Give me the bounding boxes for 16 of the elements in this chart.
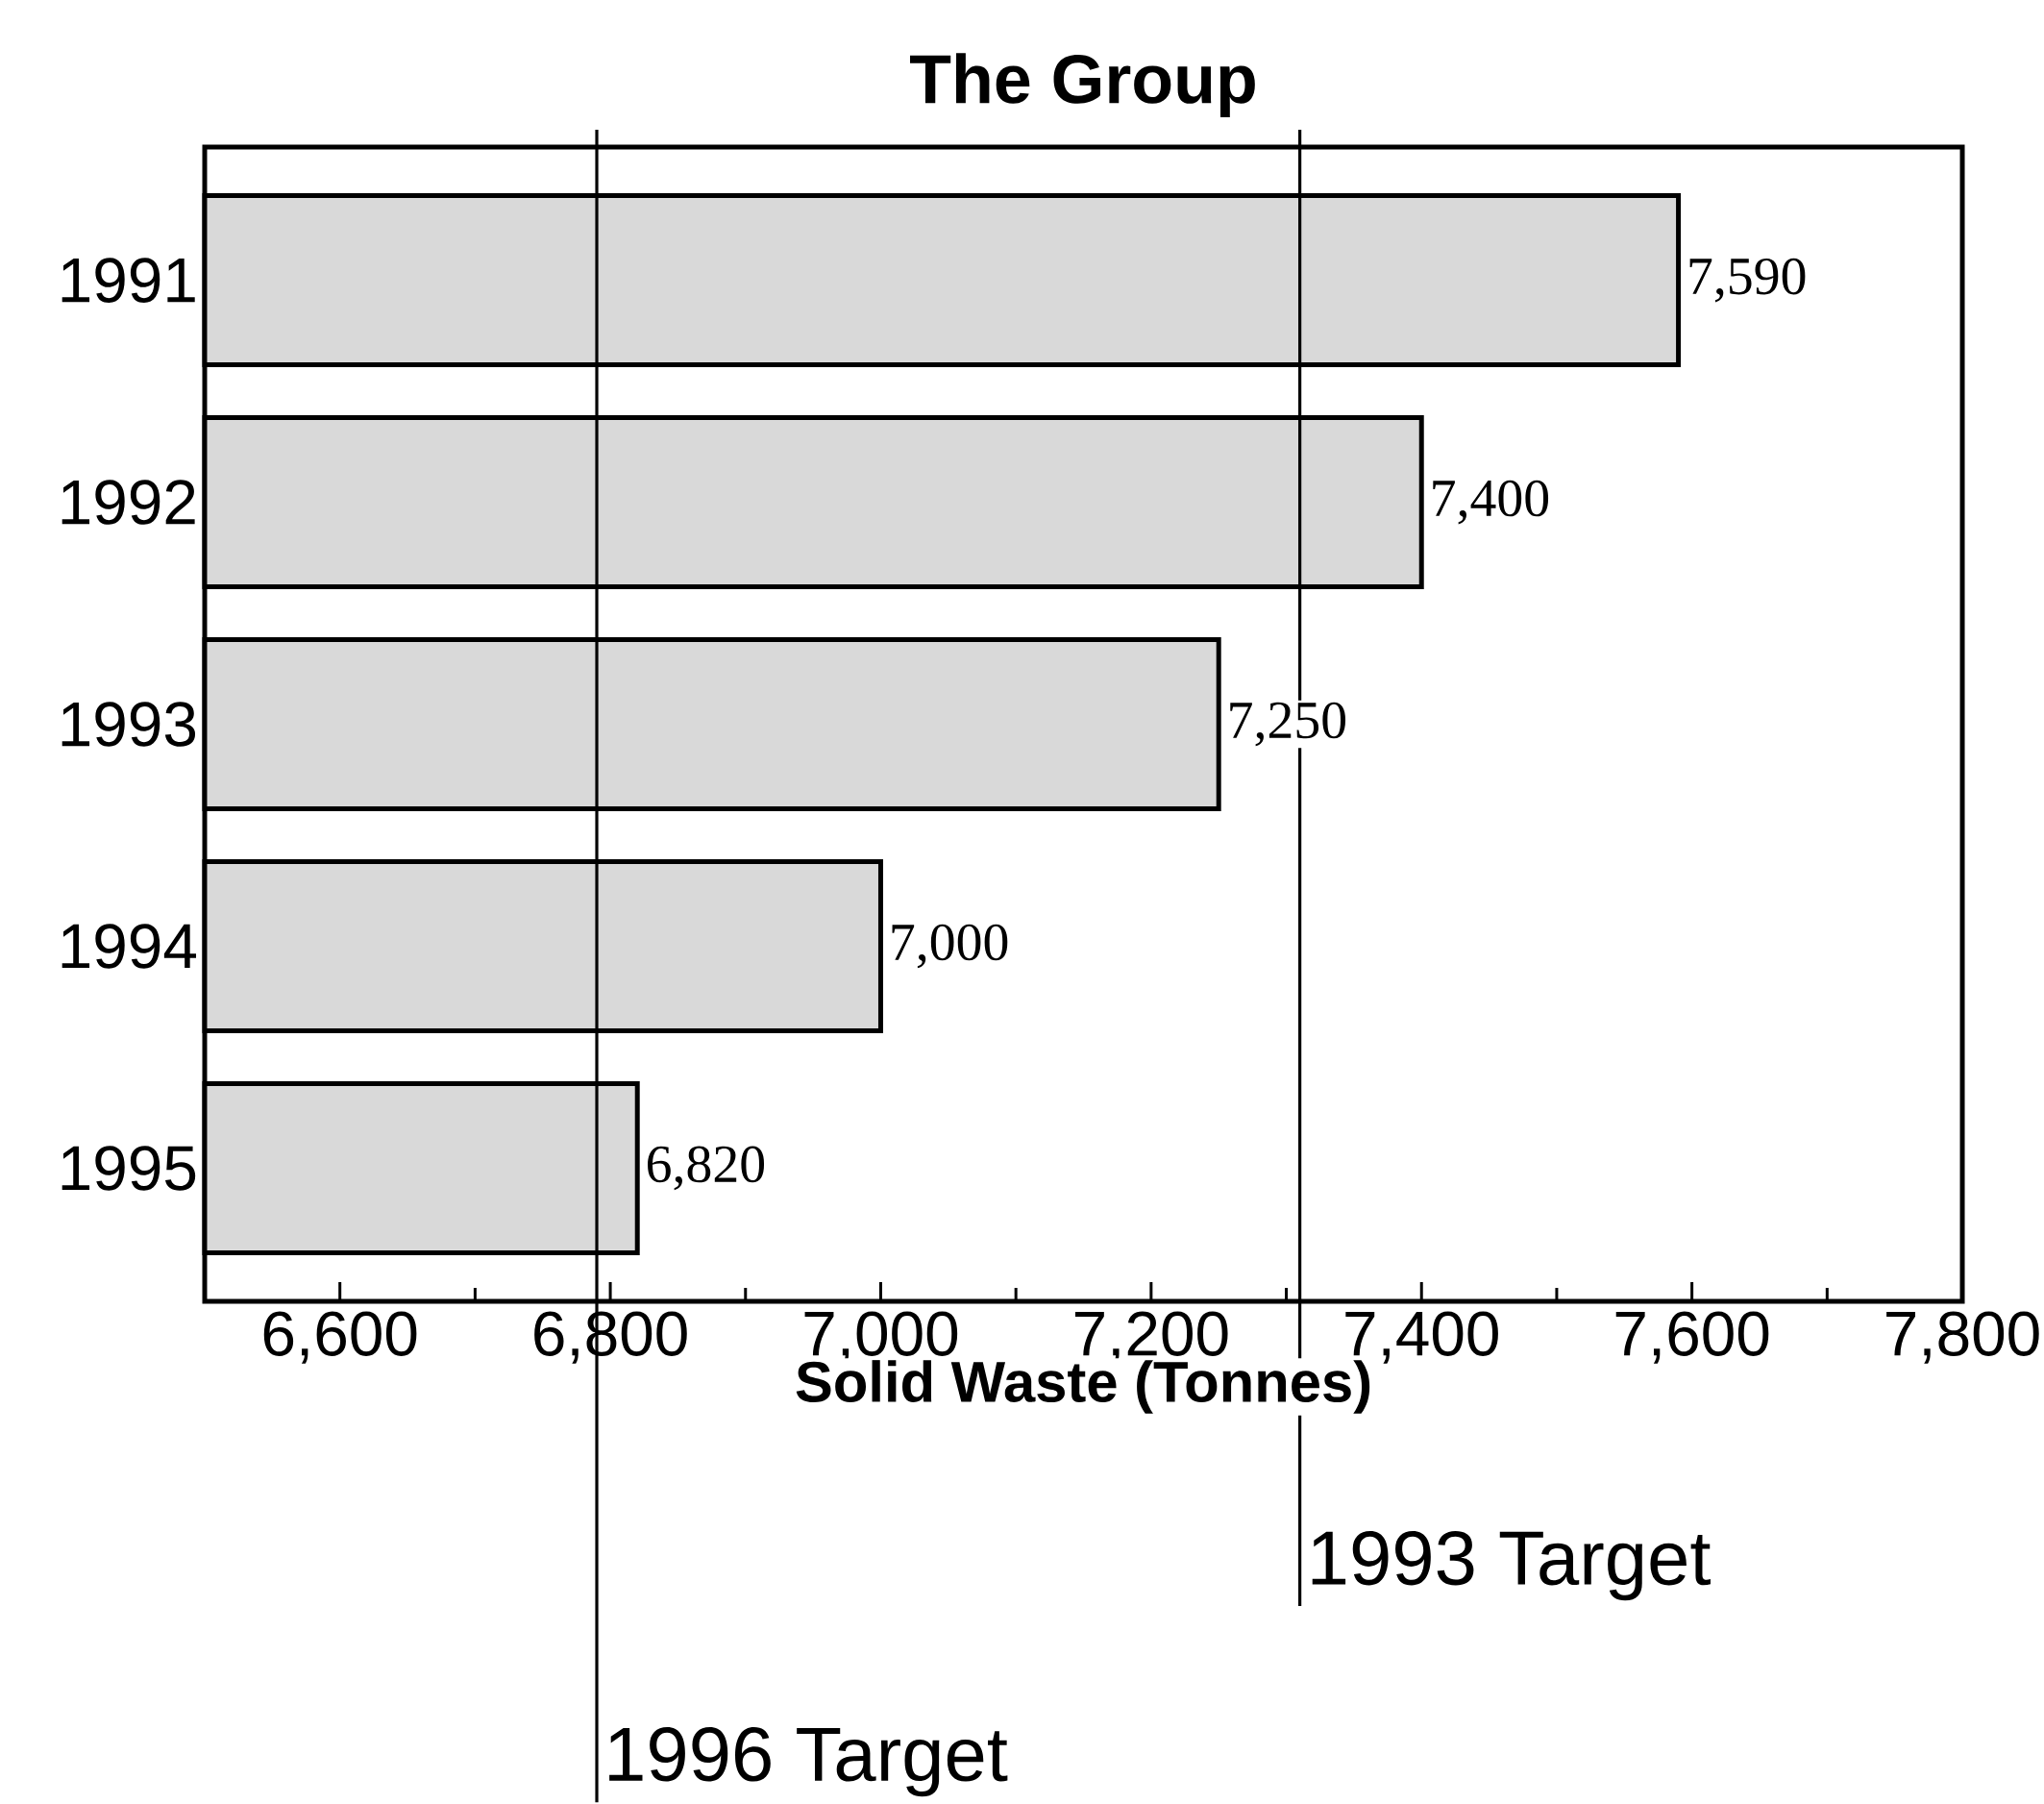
x-tick-label: 7,800: [1886, 1311, 2039, 1364]
chart-title: The Group: [910, 53, 1255, 118]
data-label: 7,590: [1689, 258, 1806, 303]
y-tick-label: 1995: [62, 1146, 196, 1191]
x-tick-label: 6,600: [263, 1311, 417, 1364]
x-tick-label: 7,600: [1615, 1311, 1769, 1364]
y-tick-label: 1994: [62, 924, 197, 969]
y-tick-label: 1993: [62, 702, 196, 747]
y-tick-label: 1992: [62, 480, 195, 525]
y-tick-label: 1991: [62, 258, 195, 303]
data-label: 7,400: [1433, 480, 1549, 525]
data-label: 6,820: [648, 1146, 765, 1191]
data-label: 7,000: [892, 924, 1008, 969]
ref-line-label: 1993 Target: [1312, 1531, 1711, 1601]
data-label: 7,250: [1230, 702, 1346, 747]
ref-line-label: 1996 Target: [609, 1727, 1008, 1797]
